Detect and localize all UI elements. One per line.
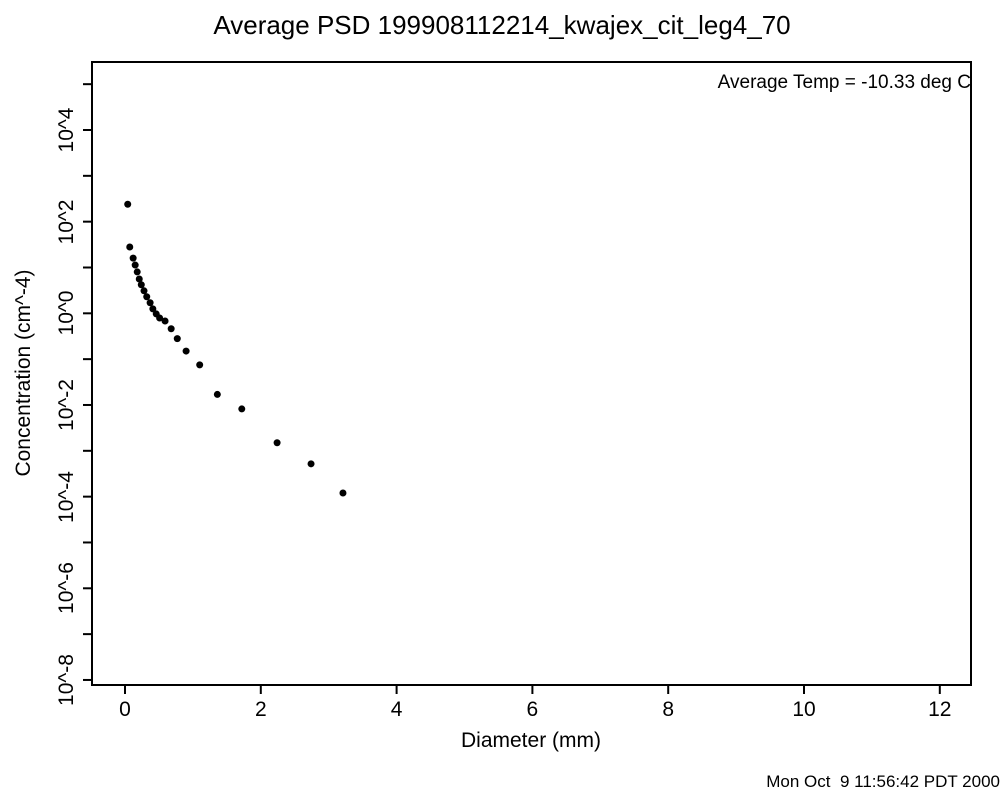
y-tick-label: 10^0 — [55, 290, 78, 336]
data-point — [133, 268, 141, 276]
y-tick-label: 10^2 — [55, 199, 78, 245]
data-point — [307, 460, 315, 468]
data-point — [161, 317, 169, 325]
data-point — [135, 275, 143, 283]
data-point — [126, 243, 134, 251]
data-point — [238, 405, 246, 413]
data-point — [273, 439, 281, 447]
data-point — [131, 261, 139, 269]
data-point — [173, 335, 181, 343]
data-point — [146, 299, 154, 307]
data-point — [143, 293, 151, 301]
data-point — [213, 390, 221, 398]
x-axis-title: Diameter (mm) — [461, 729, 601, 752]
data-point — [129, 254, 137, 262]
x-tick-label: 0 — [119, 698, 131, 721]
data-point — [124, 200, 132, 208]
chart-title: Average PSD 199908112214_kwajex_cit_leg4… — [213, 10, 791, 40]
x-tick-label: 2 — [254, 698, 267, 721]
y-axis-title: Concentration (cm^-4) — [12, 269, 35, 477]
y-tick-label: 10^4 — [55, 107, 78, 153]
y-tick-label: 10^-8 — [55, 654, 78, 706]
plot-timestamp: Mon Oct 9 11:56:42 PDT 2000 — [766, 772, 1000, 791]
plot-area — [91, 61, 972, 686]
y-tick-label: 10^-6 — [55, 562, 78, 615]
x-tick-label: 4 — [390, 698, 403, 721]
data-point — [140, 287, 148, 295]
data-point — [156, 314, 164, 322]
data-point — [182, 347, 190, 355]
data-point — [137, 281, 145, 289]
x-tick-label: 12 — [928, 698, 952, 721]
data-point — [196, 361, 204, 369]
data-point — [339, 489, 347, 497]
y-tick-label: 10^-4 — [55, 470, 78, 523]
data-point — [149, 305, 157, 313]
y-tick-label: 10^-2 — [55, 379, 78, 431]
x-tick-label: 8 — [662, 698, 675, 721]
average-temp-annotation: Average Temp = -10.33 deg C — [717, 72, 971, 93]
x-tick-label: 10 — [792, 698, 816, 721]
x-tick-label: 6 — [526, 698, 539, 721]
data-point — [167, 325, 175, 333]
